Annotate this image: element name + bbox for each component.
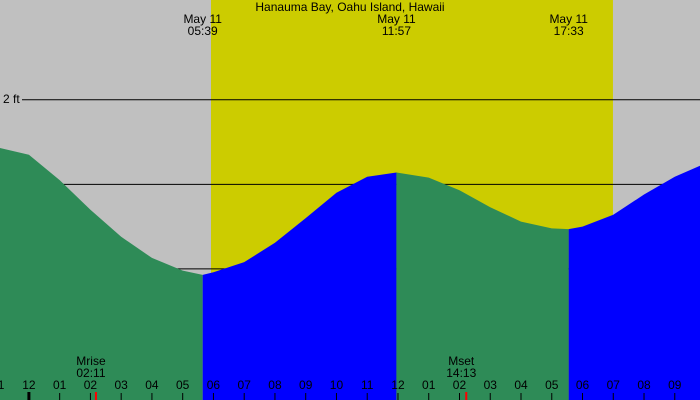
x-tick-label: 12 [22,378,36,392]
x-tick-label: 07 [607,378,621,392]
x-tick-label: 01 [422,378,436,392]
x-tick-label: 01 [53,378,67,392]
extreme-time: 05:39 [188,24,218,38]
rising-tide-area [568,165,700,400]
extreme-date: May 11 [183,12,222,26]
falling-tide-area [0,147,203,400]
x-tick-label: 03 [484,378,498,392]
moon-event-time: 02:11 [76,366,105,380]
x-tick-label: 07 [238,378,252,392]
extreme-time: 17:33 [554,24,584,38]
x-tick-label: 10 [330,378,344,392]
extreme-date: May 11 [377,12,416,26]
x-tick-label: 12 [391,378,405,392]
x-tick-label: 08 [268,378,282,392]
x-tick-label: 09 [299,378,313,392]
moon-event-label: Mrise [76,354,106,368]
x-tick-label: 02 [453,378,467,392]
x-tick-label: 05 [176,378,190,392]
moon-event-time: 14:13 [446,366,476,380]
falling-tide-area [396,172,569,400]
moon-event-label: Mset [448,354,475,368]
x-tick-label: 11 [361,378,374,392]
x-tick-label: 05 [545,378,559,392]
x-tick-label: 02 [84,378,98,392]
x-tick-label: 06 [207,378,221,392]
x-tick-label: 03 [114,378,128,392]
x-tick-label: 11 [0,378,5,392]
x-tick-label: 04 [145,378,159,392]
x-tick-label: 04 [514,378,528,392]
x-tick-label: 09 [668,378,682,392]
extreme-time: 11:57 [382,24,411,38]
extreme-date: May 11 [549,12,588,26]
chart-title: Hanauma Bay, Oahu Island, Hawaii [255,0,444,14]
x-tick-label: 08 [637,378,651,392]
y-tick-label: 2 ft [3,92,20,106]
rising-tide-area [202,172,397,400]
x-tick-label: 06 [576,378,590,392]
